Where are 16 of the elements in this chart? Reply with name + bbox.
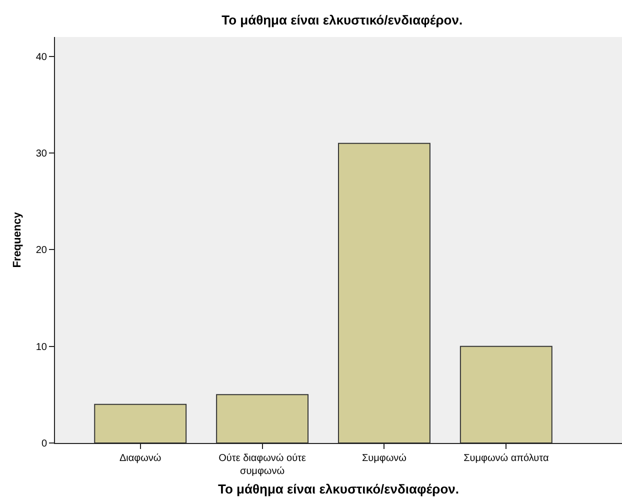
bar	[216, 394, 309, 443]
bar	[94, 404, 187, 443]
y-tick-label: 30	[36, 148, 48, 160]
y-tick-label: 20	[36, 245, 48, 256]
bar	[338, 142, 430, 443]
y-tick-label: 10	[36, 342, 48, 353]
x-tick-label: Ούτε διαφωνώ ούτε συμφωνώ	[218, 453, 306, 477]
x-tick-label: Συμφωνώ	[362, 453, 407, 464]
x-tick-label: Διαφωνώ	[119, 453, 162, 464]
y-tick-label: 0	[41, 438, 48, 450]
x-axis-title: Το μάθημα είναι ελκυστικό/ενδιαφέρον.	[218, 482, 459, 497]
x-tick-label: Συμφωνώ απόλυτα	[464, 453, 549, 464]
y-tick-label: 40	[36, 52, 48, 63]
chart-title: Το μάθημα είναι ελκυστικό/ενδιαφέρον.	[222, 12, 463, 28]
y-axis-title: Frequency	[12, 211, 24, 268]
bar	[460, 346, 552, 443]
